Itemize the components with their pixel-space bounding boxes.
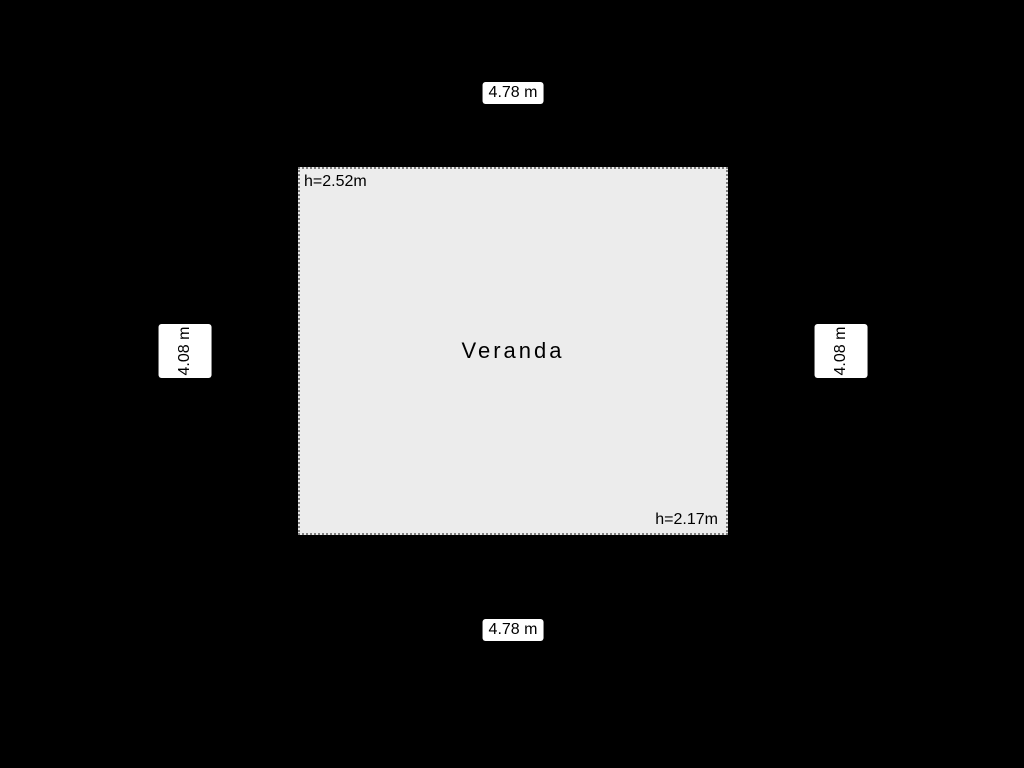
dimension-label-right: 4.08 m — [815, 324, 868, 378]
dimension-tick-top-right — [554, 92, 556, 96]
dimension-tick-bottom-right — [554, 629, 556, 633]
dimension-tick-bottom-left — [470, 629, 472, 633]
height-label-top-left: h=2.52m — [304, 173, 367, 191]
dimension-label-left: 4.08 m — [159, 324, 212, 378]
dimension-label-top: 4.78 m — [483, 82, 544, 104]
dimension-text-left: 4.08 m — [176, 327, 194, 376]
dimension-text-bottom: 4.78 m — [489, 621, 538, 638]
room-veranda: Veranda h=2.52m h=2.17m — [298, 167, 728, 535]
height-label-bottom-right: h=2.17m — [655, 511, 718, 529]
dimension-text-top: 4.78 m — [489, 84, 538, 101]
dimension-text-right: 4.08 m — [832, 327, 850, 376]
dimension-label-bottom: 4.78 m — [483, 619, 544, 641]
floor-plan-canvas: Veranda h=2.52m h=2.17m 4.78 m 4.78 m 4.… — [0, 0, 1024, 768]
dimension-tick-top-left — [470, 92, 472, 96]
room-label: Veranda — [462, 338, 565, 364]
